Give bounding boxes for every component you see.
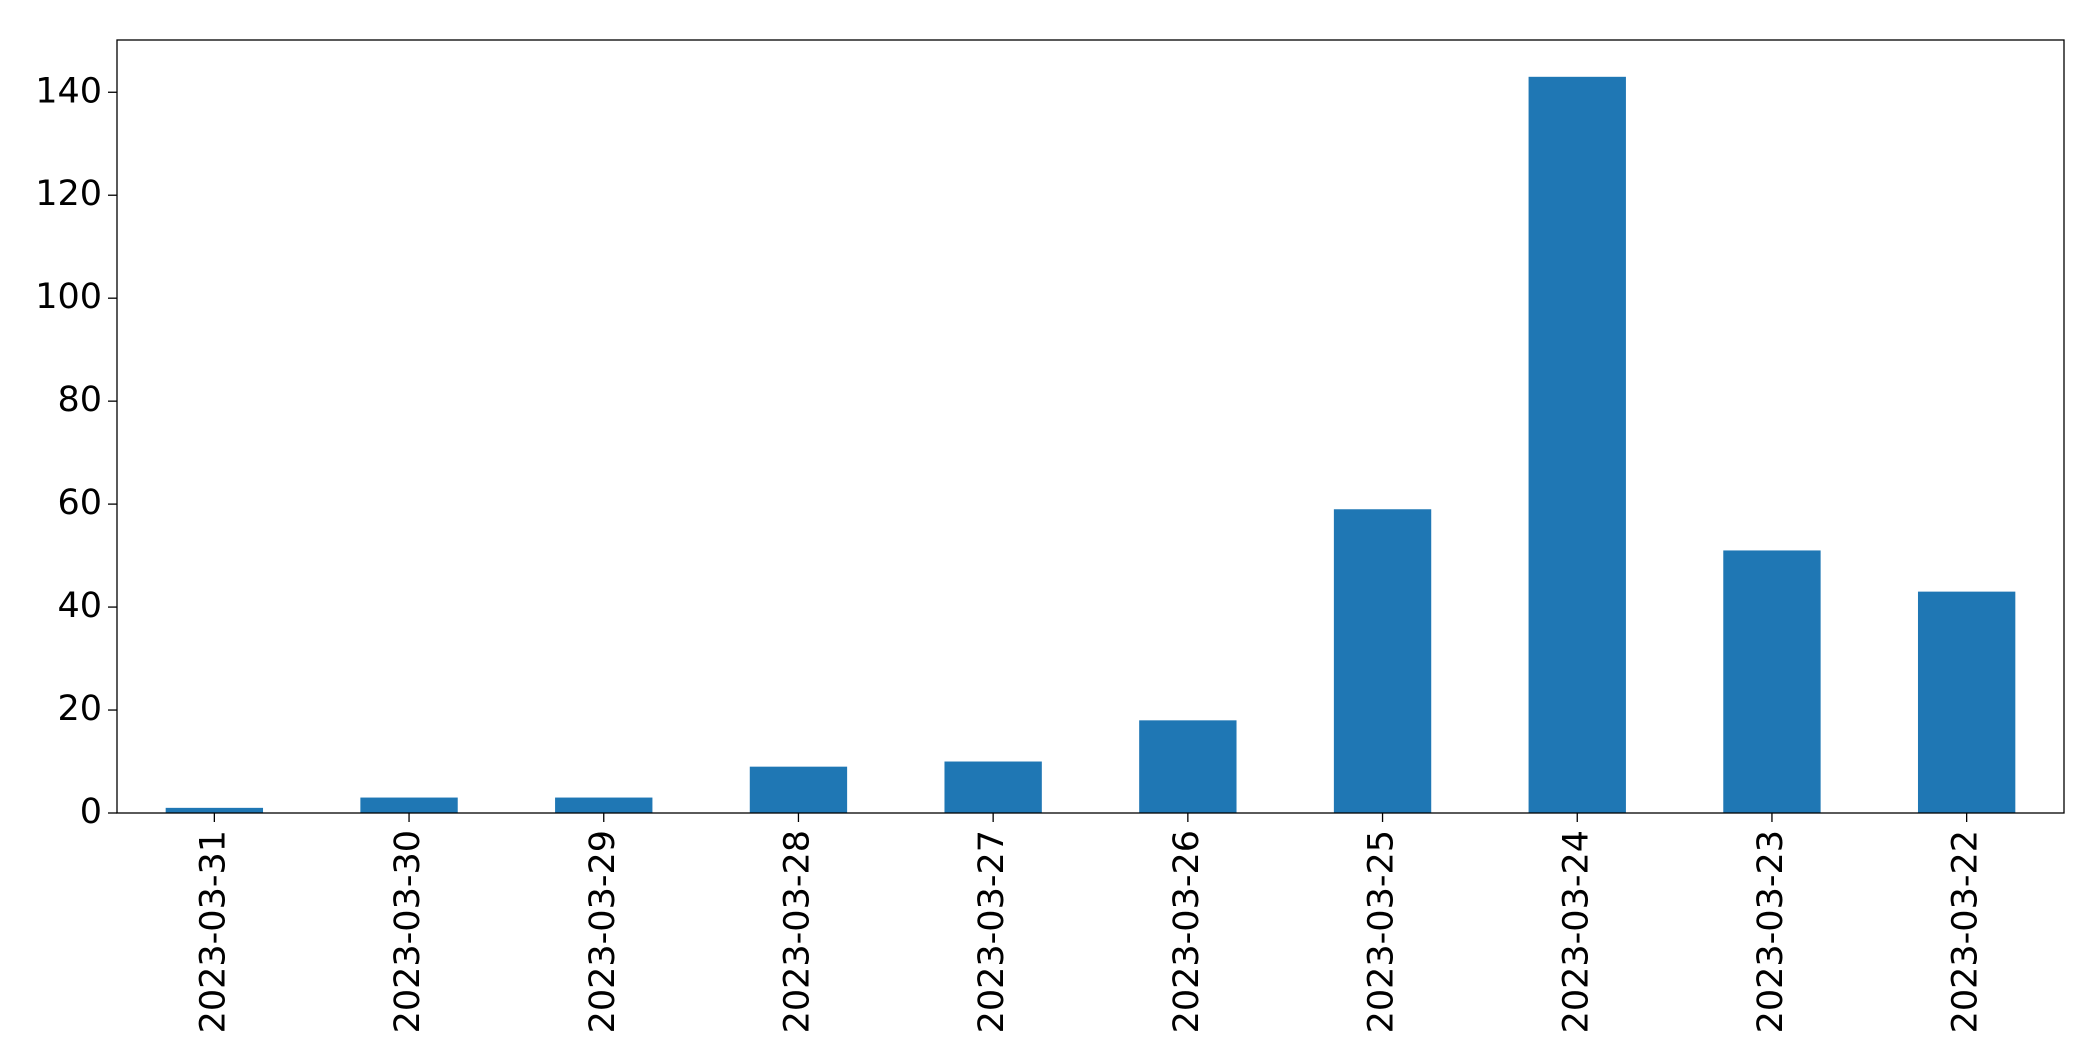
plot-frame	[116, 39, 2065, 814]
y-tick-label: 80	[57, 380, 102, 420]
x-tick-label: 2023-03-22	[1946, 830, 1986, 1033]
y-tick-label: 40	[57, 586, 102, 626]
bar	[1723, 550, 1821, 813]
y-tick-label: 20	[57, 689, 102, 729]
bar	[1333, 509, 1432, 813]
bar	[1528, 76, 1626, 814]
x-tick-label: 2023-03-27	[972, 830, 1012, 1033]
x-tick-label: 2023-03-25	[1362, 830, 1402, 1033]
bar	[749, 766, 848, 813]
x-tick-label: 2023-03-23	[1751, 830, 1791, 1033]
bar	[944, 761, 1042, 813]
x-tick-label: 2023-03-30	[388, 830, 428, 1033]
y-tick-label: 140	[35, 71, 102, 111]
y-tick-label: 100	[35, 277, 102, 317]
bar	[360, 797, 458, 813]
x-tick-label: 2023-03-28	[777, 830, 817, 1033]
bar	[165, 807, 264, 813]
bar	[1139, 720, 1237, 813]
x-tick-label: 2023-03-29	[583, 830, 623, 1033]
y-tick-label: 0	[80, 792, 102, 832]
y-tick-label: 60	[57, 483, 102, 523]
x-tick-label: 2023-03-26	[1167, 830, 1207, 1033]
y-tick-label: 120	[35, 174, 102, 214]
x-tick-label: 2023-03-31	[193, 830, 233, 1033]
bar	[555, 797, 653, 813]
x-tick-label: 2023-03-24	[1556, 830, 1596, 1033]
bar	[1917, 591, 2016, 813]
